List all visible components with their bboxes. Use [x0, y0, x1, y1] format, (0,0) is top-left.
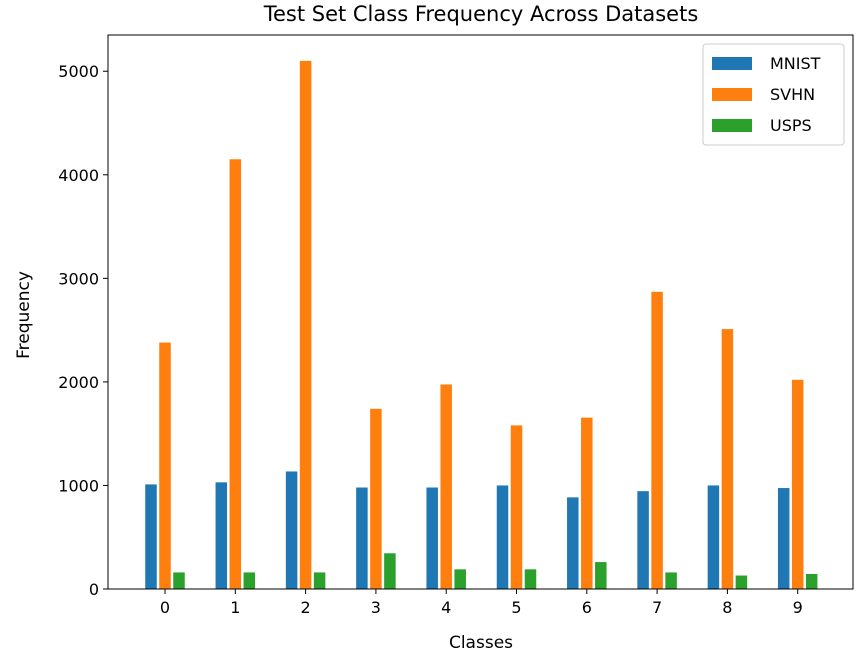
x-tick-label: 2 [301, 598, 311, 617]
legend-swatch-mnist [712, 57, 752, 70]
bar-usps-4 [454, 569, 466, 589]
bar-mnist-3 [356, 487, 368, 589]
bar-svhn-3 [370, 408, 382, 589]
legend-label-mnist: MNIST [770, 54, 821, 73]
legend-label-svhn: SVHN [770, 85, 815, 104]
bar-mnist-9 [777, 488, 790, 589]
bar-svhn-2 [299, 60, 312, 589]
x-tick-label: 7 [652, 598, 662, 617]
bar-usps-2 [313, 572, 326, 589]
y-axis-label: Frequency [14, 271, 34, 359]
bar-usps-0 [173, 572, 185, 589]
legend-swatch-usps [712, 119, 752, 132]
bar-mnist-4 [426, 487, 438, 589]
bar-usps-1 [243, 572, 256, 589]
legend-swatch-svhn [712, 88, 752, 101]
x-tick-label: 0 [160, 598, 170, 617]
y-tick-label: 2000 [58, 373, 99, 392]
bar-usps-5 [524, 569, 537, 589]
bar-mnist-7 [637, 491, 649, 589]
bar-mnist-2 [285, 471, 298, 589]
axes-layer: 0 1000 2000 3000 4000 5000 0 1 2 3 4 5 6 7 8 9 [58, 34, 854, 617]
x-axis-label: Classes [449, 633, 513, 653]
plot-frame [107, 34, 854, 590]
bar-svhn-5 [510, 425, 523, 589]
bar-usps-8 [735, 575, 748, 589]
bar-mnist-8 [707, 485, 720, 589]
y-tick-label: 3000 [58, 269, 99, 288]
bar-svhn-7 [651, 291, 663, 589]
y-tick-label: 0 [89, 580, 99, 599]
bar-mnist-1 [215, 482, 228, 589]
x-tick-label: 8 [722, 598, 732, 617]
bar-svhn-4 [440, 384, 452, 589]
bar-svhn-6 [581, 417, 593, 589]
bar-mnist-5 [496, 485, 509, 589]
x-tick-label: 5 [511, 598, 521, 617]
y-tick-label: 1000 [58, 476, 99, 495]
x-tick-label: 3 [371, 598, 381, 617]
x-tick-label: 9 [793, 598, 803, 617]
legend-label-usps: USPS [770, 116, 812, 135]
y-tick-label: 5000 [58, 62, 99, 81]
bar-usps-7 [665, 572, 677, 589]
bar-svhn-1 [229, 159, 242, 589]
chart-title: Test Set Class Frequency Across Datasets [263, 2, 699, 26]
bar-svhn-8 [721, 329, 734, 589]
x-tick-label: 1 [230, 598, 240, 617]
x-tick-label: 6 [582, 598, 592, 617]
x-tick-label: 4 [441, 598, 451, 617]
bars-layer [145, 60, 818, 589]
bar-usps-9 [805, 573, 818, 589]
y-tick-label: 4000 [58, 166, 99, 185]
legend: MNIST SVHN USPS [702, 43, 845, 146]
bar-svhn-9 [791, 379, 804, 589]
bar-mnist-0 [145, 484, 157, 589]
bar-usps-3 [384, 553, 396, 589]
bar-svhn-0 [159, 342, 171, 589]
bar-usps-6 [595, 562, 607, 589]
bar-mnist-6 [567, 497, 579, 589]
